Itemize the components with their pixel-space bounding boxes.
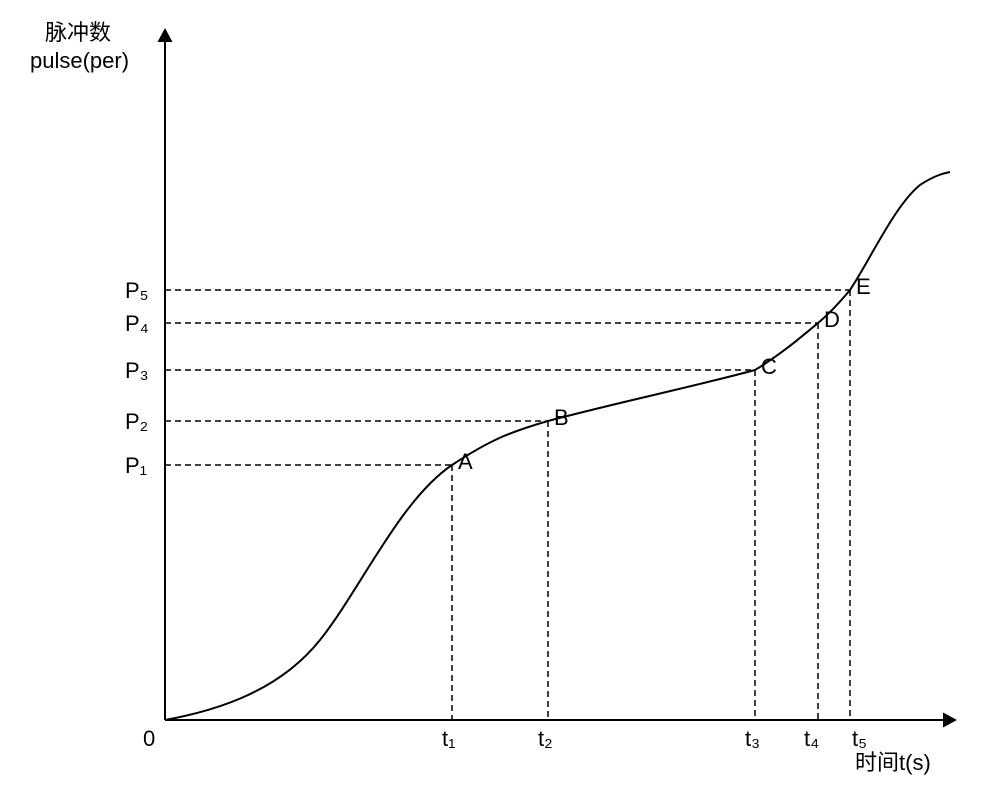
y-tick-E: P₅ — [125, 278, 149, 303]
y-axis-title-2: pulse(per) — [30, 48, 129, 73]
origin-label: 0 — [143, 726, 155, 751]
y-axis-arrow — [158, 28, 173, 42]
x-tick-D: t₄ — [804, 726, 819, 751]
x-tick-A: t₁ — [442, 726, 456, 751]
x-tick-B: t₂ — [538, 726, 553, 751]
pulse-curve — [165, 172, 950, 720]
pulse-time-chart: 脉冲数pulse(per)时间t(s)0P₁t₁AP₂t₂BP₃t₃CP₄t₄D… — [0, 0, 1000, 810]
y-tick-B: P₂ — [125, 409, 148, 434]
y-tick-D: P₄ — [125, 311, 149, 336]
y-tick-C: P₃ — [125, 358, 149, 383]
y-axis-title-1: 脉冲数 — [45, 20, 111, 45]
x-tick-E: t₅ — [852, 726, 867, 751]
x-tick-C: t₃ — [745, 726, 760, 751]
y-tick-A: P₁ — [125, 453, 147, 478]
x-axis-arrow — [943, 713, 957, 728]
x-axis-title: 时间t(s) — [855, 750, 931, 775]
chart-svg: 脉冲数pulse(per)时间t(s)0P₁t₁AP₂t₂BP₃t₃CP₄t₄D… — [0, 0, 1000, 810]
